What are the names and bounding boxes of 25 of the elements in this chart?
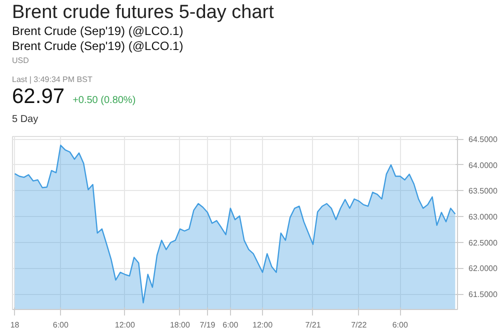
x-tick-label: 7/19	[200, 320, 216, 330]
x-tick-label: 18	[10, 320, 20, 330]
y-tick-label: 63.5000	[468, 186, 498, 196]
y-tick-label: 63.0000	[468, 212, 498, 222]
y-tick-label: 62.5000	[468, 238, 498, 248]
x-tick-label: 6:00	[222, 320, 239, 330]
y-tick-label: 61.5000	[468, 290, 498, 300]
x-tick-label: 7/22	[351, 320, 368, 330]
text: +0.50 (0.80%)	[72, 95, 136, 106]
x-tick-label: 12:00	[252, 320, 274, 330]
x-tick-label: 6:00	[52, 320, 70, 330]
y-tick-label: 64.5000	[468, 135, 498, 144]
x-tick-label: 6:00	[392, 320, 408, 330]
text: USD	[12, 55, 30, 67]
text: 62.97	[12, 85, 65, 108]
x-tick-label: 18:00	[170, 320, 191, 330]
y-tick-label: 62.0000	[468, 264, 498, 274]
chart-subtitle: Brent Crude (Sep'19) (@LCO.1)	[12, 24, 184, 39]
x-tick-label: 7/21	[305, 320, 322, 330]
y-tick-label: 64.0000	[468, 160, 498, 170]
x-tick-label: 12:00	[114, 320, 136, 330]
chart-title: Brent crude futures 5-day chart	[12, 2, 274, 24]
text: Last | 3:49:34 PM BST	[12, 74, 94, 85]
text: 5 Day	[12, 113, 40, 127]
text: Brent Crude (Sep'19) (@LCO.1)	[12, 39, 184, 54]
